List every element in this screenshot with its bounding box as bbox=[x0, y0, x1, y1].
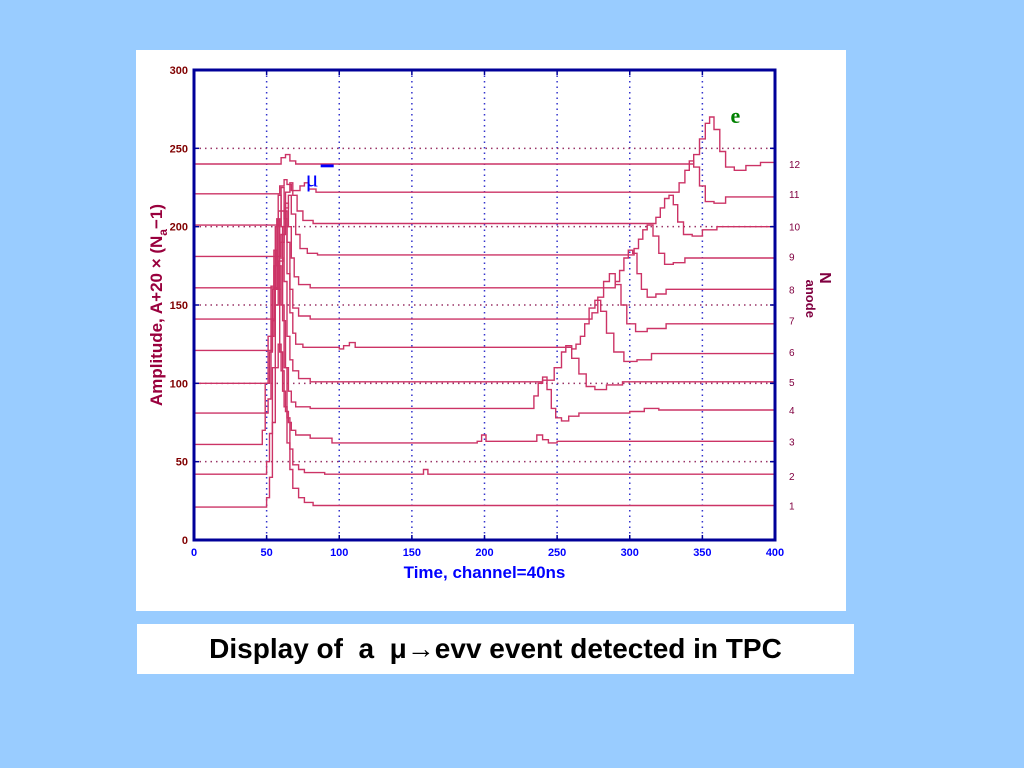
y-tick-label: 50 bbox=[176, 457, 188, 469]
x-tick-label: 250 bbox=[548, 547, 566, 559]
muon-charge-mark: − bbox=[320, 151, 335, 181]
trace-anode-5 bbox=[194, 194, 775, 391]
anode-label: 8 bbox=[789, 285, 795, 296]
trace-layer bbox=[194, 116, 776, 508]
caption-box: Display of a μ→evv event detected in TPC bbox=[137, 624, 854, 674]
x-tick-label: 350 bbox=[693, 547, 711, 559]
anode-label: 2 bbox=[789, 472, 795, 483]
x-tick-label: 0 bbox=[191, 547, 197, 559]
y-tick-label: 300 bbox=[170, 65, 188, 77]
anode-label: 7 bbox=[789, 317, 795, 328]
anode-label: 10 bbox=[789, 223, 801, 234]
anode-label: 5 bbox=[789, 378, 795, 389]
y-axis-label: Amplitude, A+20 × (Na−1) bbox=[147, 204, 170, 406]
y-axis-label-tail: −1) bbox=[147, 204, 166, 229]
anode-label: 12 bbox=[789, 160, 801, 171]
y-tick-label: 0 bbox=[182, 535, 188, 547]
axis-layer bbox=[192, 68, 777, 542]
x-tick-label: 400 bbox=[766, 547, 784, 559]
right-axis-label-main: N bbox=[816, 272, 833, 284]
y-tick-label: 100 bbox=[170, 378, 188, 390]
y-tick-label: 250 bbox=[170, 143, 188, 155]
trace-anode-3 bbox=[194, 249, 775, 446]
trace-anode-12 bbox=[194, 116, 776, 171]
trace-anode-4 bbox=[194, 218, 775, 422]
right-axis-label: Nanode bbox=[803, 272, 833, 318]
y-axis-label-sub: a bbox=[156, 229, 170, 236]
y-tick-label: 150 bbox=[170, 300, 188, 312]
x-axis-label: Time, channel=40ns bbox=[404, 563, 566, 582]
x-tick-label: 300 bbox=[621, 547, 639, 559]
trace-anode-2 bbox=[194, 265, 776, 476]
anode-label: 6 bbox=[789, 348, 795, 359]
electron-label: e bbox=[731, 103, 741, 128]
anode-label: 4 bbox=[789, 406, 795, 417]
trace-anode-10 bbox=[194, 182, 775, 237]
anode-label: 3 bbox=[789, 437, 795, 448]
x-tick-label: 100 bbox=[330, 547, 348, 559]
anode-label: 1 bbox=[789, 502, 795, 513]
label-layer: 0 50 100 150 200 250 300 350 400 0 50 100 150 200 250 3… bbox=[147, 65, 833, 582]
muon-label: μ bbox=[306, 167, 319, 193]
x-tick-label: 150 bbox=[403, 547, 421, 559]
x-tick-label: 200 bbox=[475, 547, 493, 559]
trace-anode-11 bbox=[194, 160, 776, 204]
x-tick-label: 50 bbox=[261, 547, 273, 559]
figure-panel: 0 50 100 150 200 250 300 350 400 0 50 100 150 200 250 3… bbox=[136, 50, 846, 611]
right-axis-label-sub: anode bbox=[803, 280, 818, 318]
grid-layer bbox=[194, 70, 775, 540]
y-axis-label-main: Amplitude, A+20 bbox=[147, 268, 166, 406]
y-axis-label-paren: (N bbox=[147, 236, 166, 259]
trace-anode-9 bbox=[194, 194, 776, 265]
caption-text: Display of a μ→evv event detected in TPC bbox=[209, 633, 782, 664]
tpc-event-chart: 0 50 100 150 200 250 300 350 400 0 50 100 150 200 250 3… bbox=[147, 65, 833, 582]
y-axis-label-times: × bbox=[147, 258, 166, 268]
trace-anode-6 bbox=[194, 186, 776, 363]
trace-anode-1 bbox=[194, 343, 775, 508]
y-tick-label: 200 bbox=[170, 222, 188, 234]
anode-label: 11 bbox=[789, 190, 800, 201]
trace-anode-7 bbox=[194, 210, 776, 333]
anode-label: 9 bbox=[789, 252, 795, 263]
